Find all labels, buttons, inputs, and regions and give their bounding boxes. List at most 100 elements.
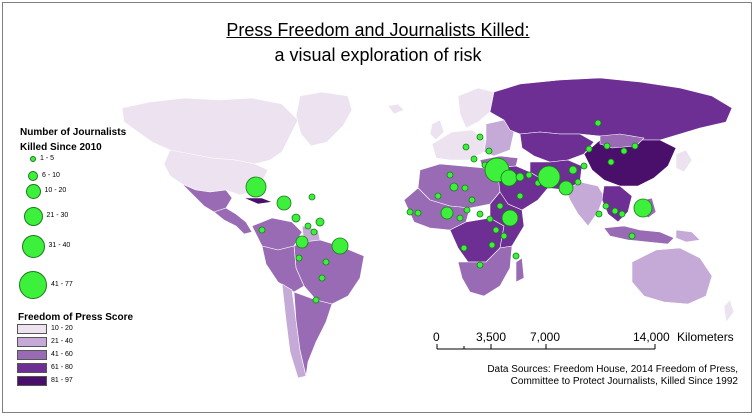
country-indonesia — [603, 225, 675, 245]
killed-symbol-15 — [476, 133, 484, 141]
legend-killed-label-5: 31 - 40 — [48, 242, 71, 249]
killed-symbol-37 — [602, 202, 610, 210]
killed-symbol-39 — [618, 210, 626, 218]
legend-press-label-4: 61 - 80 — [51, 364, 73, 371]
killed-symbol-28 — [574, 178, 582, 186]
killed-symbol-27 — [568, 165, 578, 175]
legend-killed-symbol-3 — [25, 183, 41, 199]
data-sources-line-2: Committee to Protect Journalists, Killed… — [510, 376, 738, 387]
killed-symbol-11 — [318, 274, 326, 282]
killed-symbol-41 — [628, 232, 636, 240]
killed-symbol-29 — [580, 162, 588, 170]
legend-killed-label-6: 41 - 77 — [51, 281, 73, 288]
killed-symbol-4 — [291, 213, 301, 223]
killed-symbol-6 — [315, 217, 325, 227]
killed-symbol-33 — [607, 158, 615, 166]
country-iceland — [387, 103, 405, 115]
country-cuba — [243, 197, 273, 205]
killed-symbol-52 — [496, 202, 504, 210]
legend-press-label-3: 41 - 60 — [51, 351, 73, 358]
scale-tick-0: 0 — [433, 330, 440, 344]
killed-symbol-53 — [488, 241, 496, 249]
killed-symbol-36 — [595, 210, 603, 218]
country-usa — [163, 149, 269, 196]
legend-killed-title: Number of Journalists Killed Since 2010 — [20, 125, 126, 155]
legend-killed-label-1: 1 - 5 — [40, 155, 55, 162]
scale-unit: Kilometers — [677, 330, 734, 344]
killed-symbol-51 — [501, 209, 519, 227]
legend-press-swatch-5 — [17, 376, 47, 386]
killed-symbol-61 — [512, 252, 520, 260]
legend-press-swatch-2 — [17, 337, 47, 347]
legend-killed-symbol-5 — [21, 234, 45, 258]
country-central-america — [213, 207, 253, 235]
killed-symbol-18 — [485, 147, 493, 155]
legend-killed-symbol-1 — [30, 156, 36, 162]
killed-symbol-34 — [620, 147, 628, 155]
legend-killed-symbol-6 — [19, 271, 47, 299]
killed-symbol-8 — [310, 228, 318, 236]
legend-killed-title-line-1: Number of Journalists — [20, 127, 127, 138]
killed-symbol-44 — [463, 206, 471, 214]
killed-symbol-35 — [631, 142, 639, 150]
killed-symbol-54 — [460, 244, 468, 252]
killed-symbol-56 — [406, 208, 414, 216]
killed-symbol-3 — [308, 193, 316, 201]
legend-press-swatch-3 — [17, 350, 47, 360]
legend-killed-label-3: 10 - 20 — [44, 187, 67, 194]
killed-symbol-2 — [276, 195, 292, 211]
country-argentina — [293, 291, 333, 377]
killed-symbol-57 — [449, 182, 459, 192]
killed-symbol-12 — [312, 296, 320, 304]
scale-tick-2: 7,000 — [530, 330, 561, 344]
country-madagascar — [515, 257, 525, 283]
killed-symbol-49 — [492, 226, 500, 234]
killed-symbol-38 — [611, 207, 619, 215]
killed-symbol-30 — [585, 145, 593, 153]
map-subtitle: a visual exploration of risk — [274, 45, 482, 65]
legend-press-swatch-4 — [17, 363, 47, 373]
killed-symbol-16 — [462, 143, 470, 151]
killed-symbol-46 — [468, 196, 476, 204]
killed-symbol-32 — [603, 142, 611, 150]
killed-symbol-43 — [434, 192, 442, 200]
killed-symbol-14 — [258, 226, 266, 234]
legend-press-label-5: 81 - 97 — [51, 377, 73, 384]
killed-symbol-5 — [304, 222, 312, 230]
killed-symbol-9 — [331, 237, 349, 255]
killed-symbol-55 — [414, 209, 422, 217]
killed-symbol-59 — [446, 171, 454, 179]
country-japan — [675, 149, 693, 173]
killed-symbol-13 — [295, 254, 303, 262]
killed-symbol-22 — [515, 172, 525, 182]
killed-symbol-23 — [525, 171, 533, 179]
title-line-1: Press Freedom and Journalists Killed: — [226, 20, 530, 40]
legend-press-swatch-1 — [17, 324, 47, 334]
country-canada — [121, 97, 299, 165]
legend-press-label-1: 10 - 20 — [51, 325, 73, 332]
country-west-africa — [403, 187, 471, 231]
scale-tick-3: 14,000 — [633, 330, 670, 344]
killed-symbol-50 — [500, 232, 508, 240]
killed-symbol-17 — [470, 155, 478, 163]
killed-symbol-10 — [322, 258, 330, 266]
country-australia — [631, 247, 713, 305]
country-png — [675, 229, 701, 243]
killed-symbol-58 — [461, 184, 469, 192]
killed-symbol-60 — [516, 192, 524, 200]
killed-symbol-26 — [558, 180, 574, 196]
killed-symbol-62 — [476, 261, 484, 269]
legend-killed-title-line-2: Killed Since 2010 — [20, 142, 102, 153]
killed-symbol-31 — [594, 119, 602, 127]
legend-killed-symbol-4 — [23, 206, 43, 226]
legend-killed-label-4: 21 - 30 — [46, 212, 69, 219]
legend-press-label-2: 21 - 40 — [51, 338, 73, 345]
scale-tick-1: 3,500 — [476, 330, 507, 344]
killed-symbol-48 — [486, 215, 494, 223]
killed-symbol-47 — [476, 210, 484, 218]
country-peru-bolivia — [261, 245, 305, 293]
killed-symbol-7 — [295, 235, 309, 249]
legend-killed-symbol-2 — [28, 171, 38, 181]
